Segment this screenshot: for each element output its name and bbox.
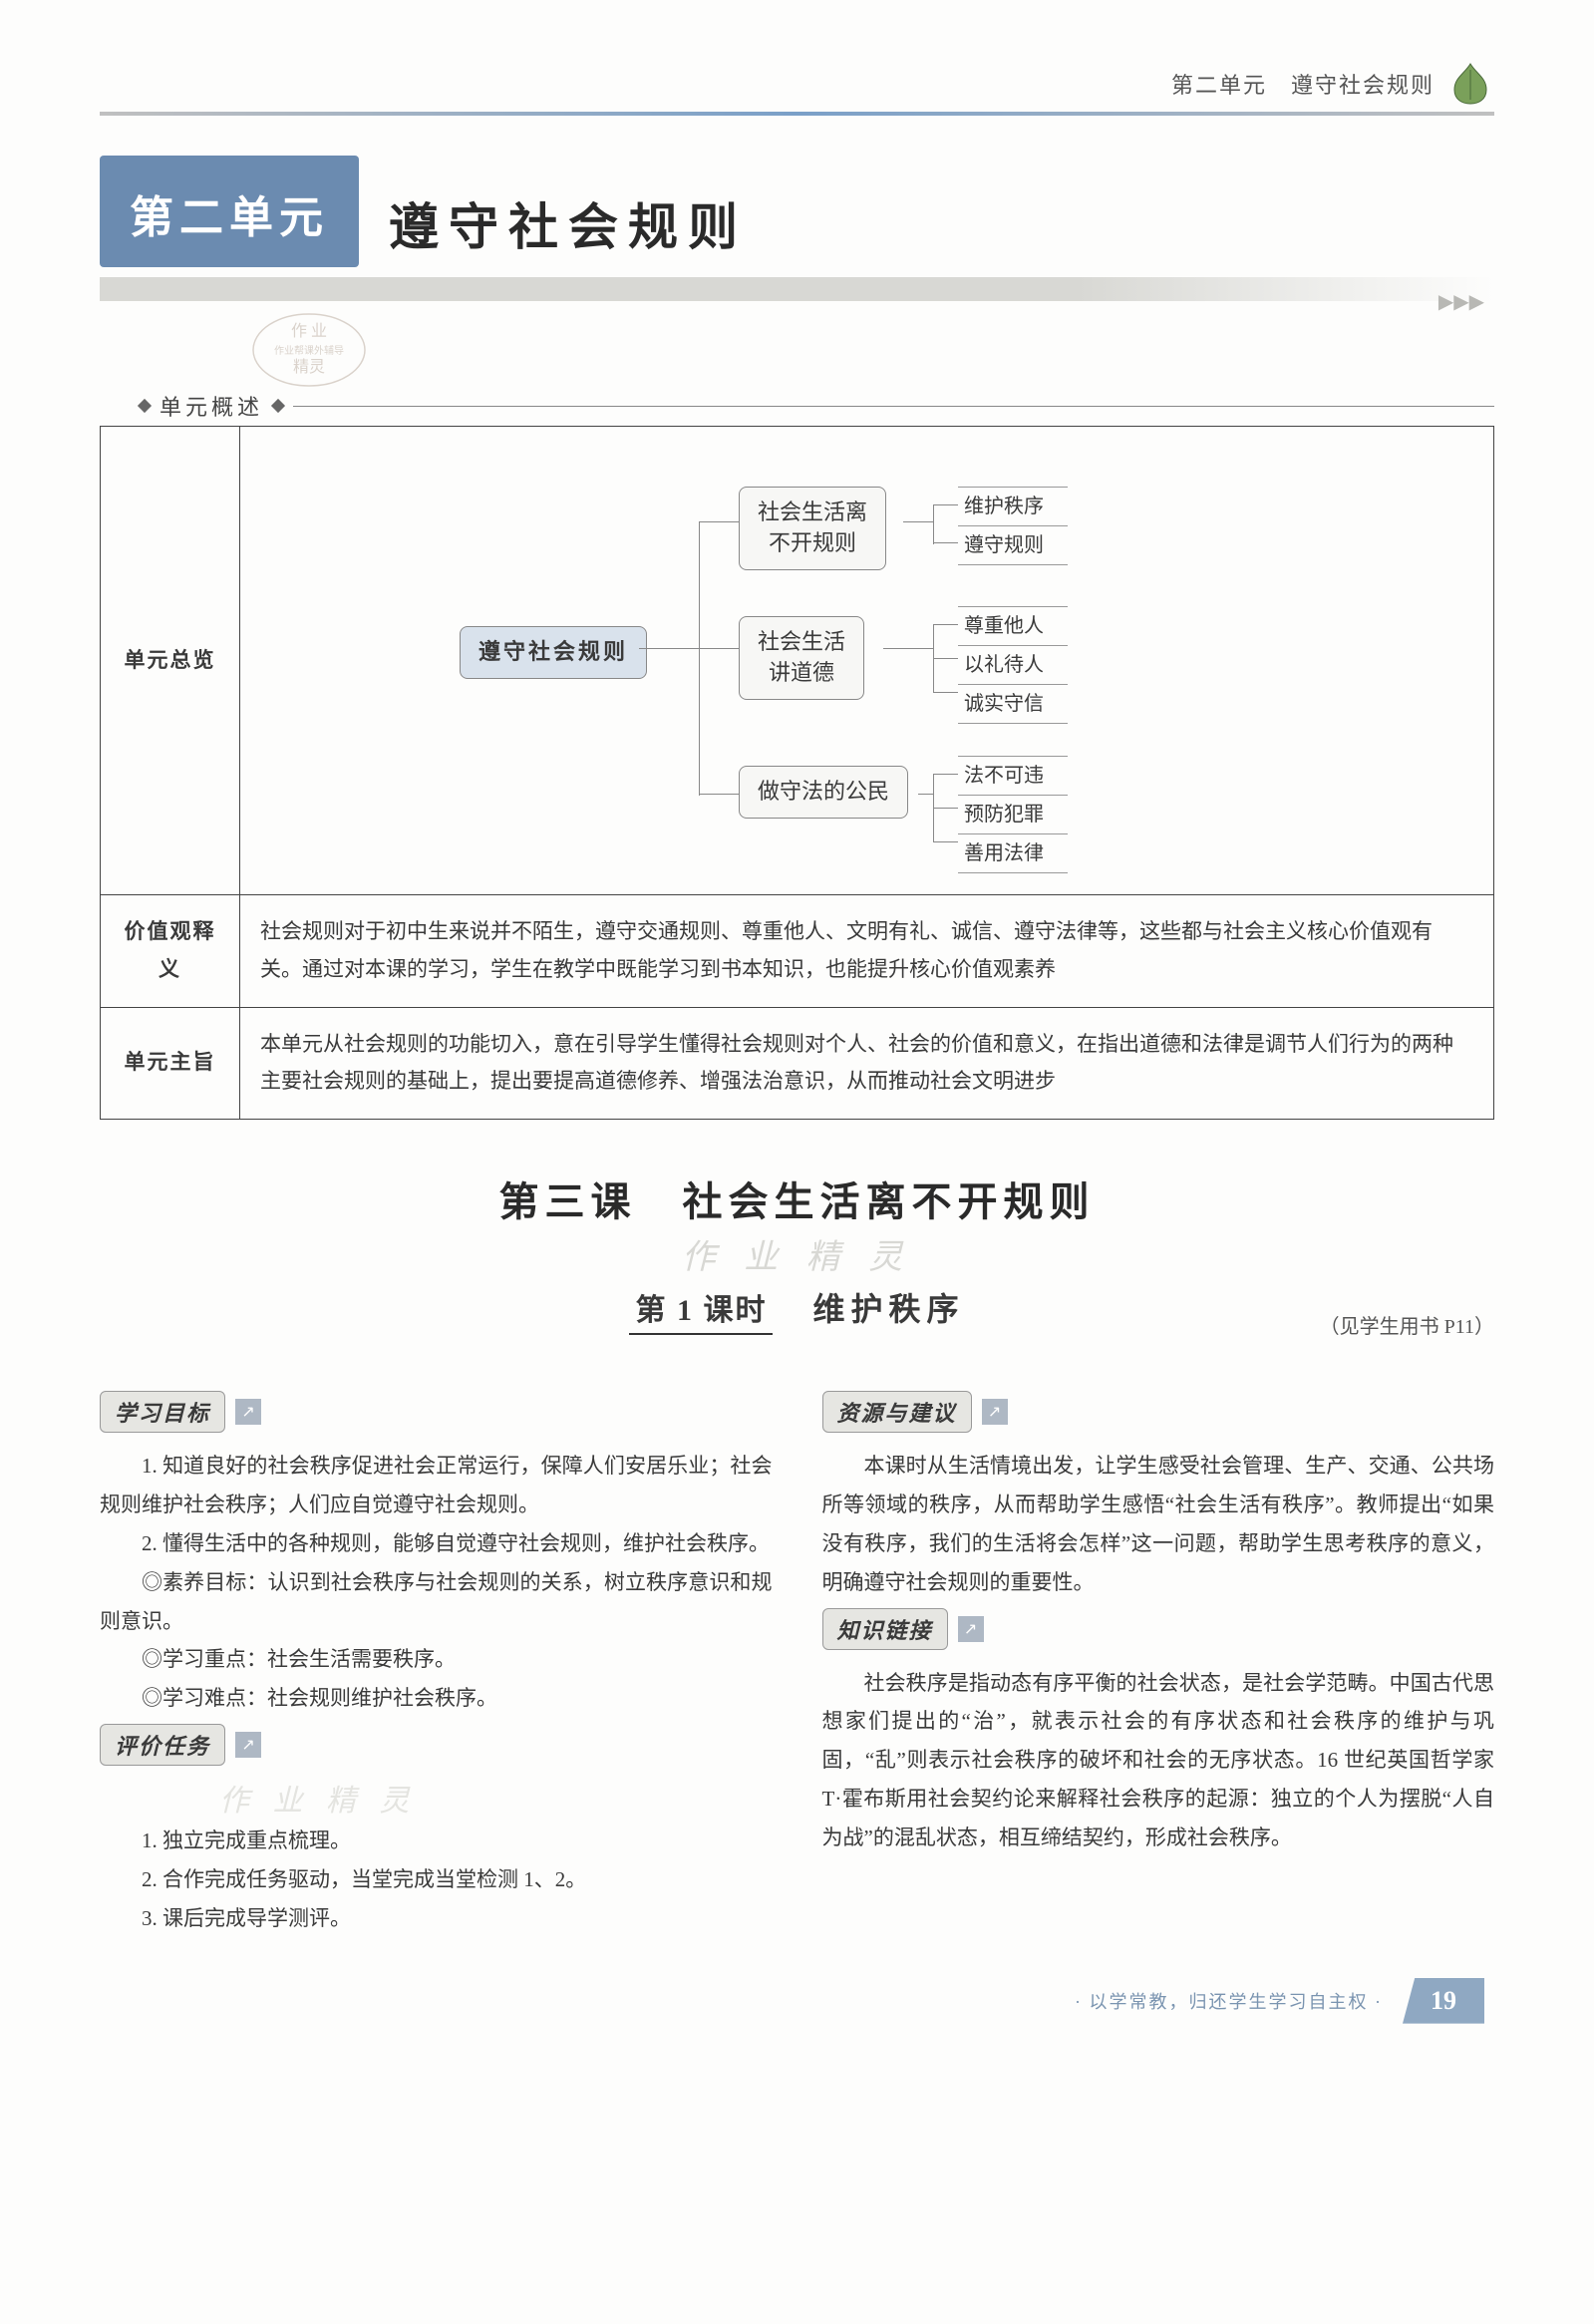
table-row: 单元总览 遵守社会规则 社会生活离 不开规则 社会生活 讲道德 做守法的公民 维…	[101, 427, 1494, 895]
connector	[918, 794, 933, 795]
tag-label: 资源与建议	[822, 1391, 972, 1433]
section-tag: 知识链接 ↗	[822, 1608, 984, 1650]
leaf-icon	[1446, 60, 1494, 108]
period-topic: 维护秩序	[812, 1284, 964, 1330]
mindmap-root: 遵守社会规则	[460, 626, 647, 679]
table-row: 单元主旨 本单元从社会规则的功能切入，意在引导学生懂得社会规则对个人、社会的价值…	[101, 1007, 1494, 1120]
watermark-text: 作 业 精 灵	[219, 1776, 773, 1820]
paragraph: ◎学习难点：社会规则维护社会秩序。	[100, 1679, 773, 1718]
svg-text:作业帮课外辅导: 作业帮课外辅导	[274, 344, 344, 357]
rule-line	[293, 406, 1494, 407]
branch2-node: 社会生活 讲道德	[739, 616, 864, 700]
connector	[699, 521, 700, 796]
paragraph: 1. 独立完成重点梳理。	[100, 1822, 773, 1860]
connector	[639, 648, 699, 649]
section-tag: 资源与建议 ↗	[822, 1391, 1008, 1433]
overview-label-text: 单元概述	[159, 390, 263, 422]
header-rule	[100, 112, 1494, 116]
leaf-item: 预防犯罪	[958, 796, 1068, 834]
row-label: 单元总览	[101, 427, 240, 895]
leaf-item: 尊重他人	[958, 606, 1068, 646]
connector	[933, 504, 934, 544]
lesson-title: 第三课 社会生活离不开规则	[100, 1169, 1494, 1227]
watermark-text: 作 业 精 灵	[100, 1229, 1494, 1278]
footer-motto: · 以学常教，归还学生学习自主权 ·	[1075, 1988, 1383, 2014]
paragraph: 本课时从生活情境出发，让学生感受社会管理、生产、交通、公共场所等领域的秩序，从而…	[822, 1447, 1495, 1601]
mindmap-cell: 遵守社会规则 社会生活离 不开规则 社会生活 讲道德 做守法的公民 维护秩序 遵…	[240, 427, 1494, 895]
diamond-icon	[138, 399, 152, 413]
tag-label: 知识链接	[822, 1608, 948, 1650]
paragraph: 1. 知道良好的社会秩序促进社会正常运行，保障人们安居乐业；社会规则维护社会秩序…	[100, 1447, 773, 1524]
diamond-icon	[271, 399, 285, 413]
right-column: 资源与建议 ↗ 本课时从生活情境出发，让学生感受社会管理、生产、交通、公共场所等…	[822, 1385, 1495, 1937]
branch-node: 社会生活离 不开规则	[739, 487, 886, 570]
unit-title: 遵守社会规则	[389, 187, 748, 267]
paragraph: 2. 合作完成任务驱动，当堂完成当堂检测 1、2。	[100, 1860, 773, 1899]
table-row: 价值观释义 社会规则对于初中生来说并不陌生，遵守交通规则、尊重他人、文明有礼、诚…	[101, 895, 1494, 1008]
connector	[933, 692, 958, 693]
connector	[933, 841, 958, 842]
period-row: 第 1 课时 维护秩序 （见学生用书 P11）	[100, 1284, 1494, 1335]
connector	[699, 648, 739, 649]
leaf-item: 法不可违	[958, 756, 1068, 796]
left-column: 学习目标 ↗ 1. 知道良好的社会秩序促进社会正常运行，保障人们安居乐业；社会规…	[100, 1385, 773, 1937]
leaf-list: 尊重他人 以礼待人 诚实守信	[958, 606, 1068, 724]
stamp-watermark: 作 业 作业帮课外辅导 精灵	[249, 310, 369, 390]
leaf-item: 遵守规则	[958, 526, 1068, 565]
branch3-node: 做守法的公民	[739, 766, 908, 819]
row-text: 本单元从社会规则的功能切入，意在引导学生懂得社会规则对个人、社会的价值和意义，在…	[240, 1007, 1494, 1120]
leaf-item: 善用法律	[958, 834, 1068, 873]
leaf-item: 维护秩序	[958, 487, 1068, 526]
breadcrumb: 第二单元 遵守社会规则	[1171, 68, 1435, 100]
content-columns: 学习目标 ↗ 1. 知道良好的社会秩序促进社会正常运行，保障人们安居乐业；社会规…	[100, 1385, 1494, 1937]
row-text: 社会规则对于初中生来说并不陌生，遵守交通规则、尊重他人、文明有礼、诚信、遵守法律…	[240, 895, 1494, 1008]
svg-text:精灵: 精灵	[293, 358, 325, 376]
connector	[933, 774, 958, 775]
row-label: 价值观释义	[101, 895, 240, 1008]
paragraph: ◎学习重点：社会生活需要秩序。	[100, 1640, 773, 1679]
leaf-list: 法不可违 预防犯罪 善用法律	[958, 756, 1068, 873]
branch-node: 社会生活 讲道德	[739, 616, 864, 700]
arrow-icon: ↗	[958, 1616, 984, 1642]
leaf-item: 诚实守信	[958, 685, 1068, 724]
tag-label: 评价任务	[100, 1724, 225, 1766]
arrow-icon: ↗	[982, 1399, 1008, 1425]
tag-label: 学习目标	[100, 1391, 225, 1433]
page-header: 第二单元 遵守社会规则	[100, 50, 1494, 112]
branch-node: 做守法的公民	[739, 766, 908, 819]
unit-label: 第二单元	[100, 156, 359, 267]
connector	[933, 808, 958, 809]
paragraph: 社会秩序是指动态有序平衡的社会状态，是社会学范畴。中国古代思想家们提出的“治”，…	[822, 1664, 1495, 1857]
connector	[883, 648, 933, 649]
row-label: 单元主旨	[101, 1007, 240, 1120]
connector	[933, 504, 958, 505]
paragraph: 3. 课后完成导学测评。	[100, 1899, 773, 1938]
paragraph: ◎素养目标：认识到社会秩序与社会规则的关系，树立秩序意识和规则意识。	[100, 1563, 773, 1641]
arrow-icon: ↗	[235, 1732, 261, 1758]
connector	[933, 624, 958, 625]
section-tag: 评价任务 ↗	[100, 1724, 261, 1766]
paragraph: 2. 懂得生活中的各种规则，能够自觉遵守社会规则，维护社会秩序。	[100, 1524, 773, 1563]
reference-note: （见学生用书 P11）	[1320, 1310, 1494, 1339]
overview-label: 单元概述	[140, 390, 1494, 422]
connector	[903, 521, 933, 522]
connector	[933, 658, 958, 659]
svg-text:作 业: 作 业	[291, 322, 327, 340]
period-label: 第 1 课时	[629, 1285, 773, 1335]
connector	[699, 794, 739, 795]
overview-table: 单元总览 遵守社会规则 社会生活离 不开规则 社会生活 讲道德 做守法的公民 维…	[100, 426, 1494, 1120]
leaf-item: 以礼待人	[958, 646, 1068, 685]
leaf-list: 维护秩序 遵守规则	[958, 487, 1068, 565]
section-tag: 学习目标 ↗	[100, 1391, 261, 1433]
page-footer: · 以学常教，归还学生学习自主权 · 19	[100, 1978, 1494, 2024]
page-number: 19	[1403, 1978, 1484, 2024]
root-node: 遵守社会规则	[460, 626, 647, 679]
branch1-node: 社会生活离 不开规则	[739, 487, 886, 570]
connector	[933, 542, 958, 543]
unit-banner: 第二单元 遵守社会规则	[100, 156, 1494, 267]
arrow-icon: ↗	[235, 1399, 261, 1425]
connector	[699, 521, 739, 522]
